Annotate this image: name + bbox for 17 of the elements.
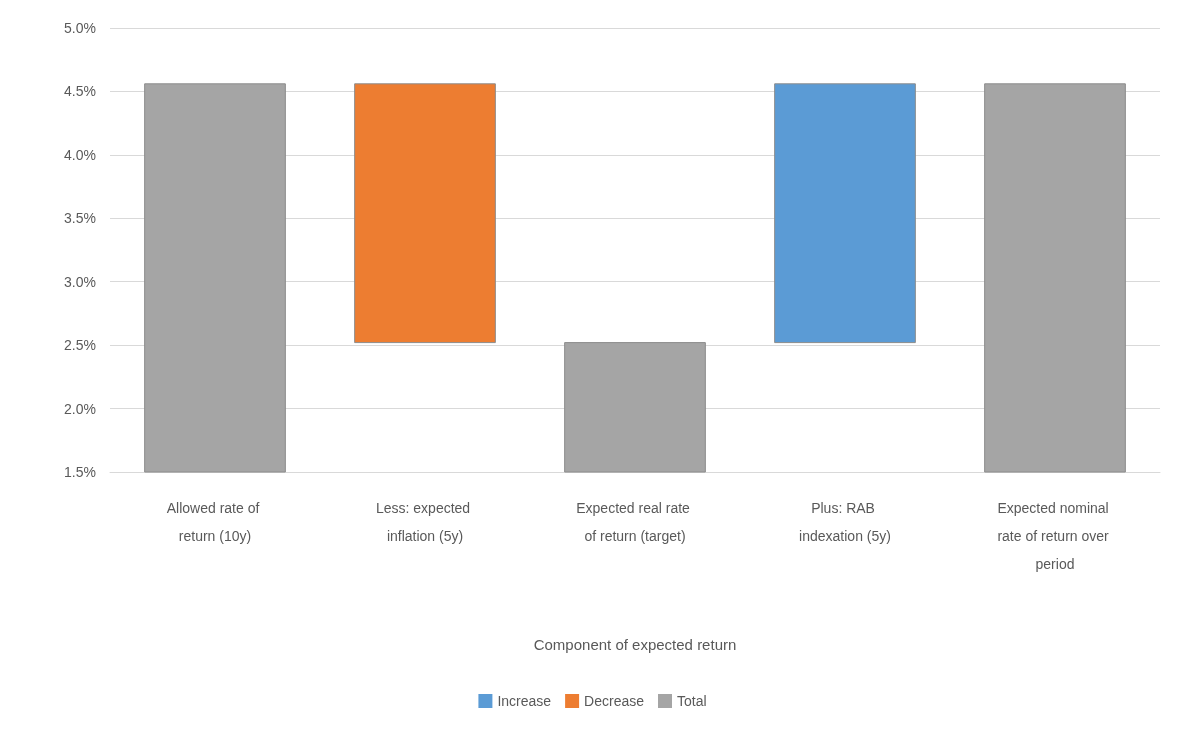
x-tick-label: Expected nominal rate of return over period bbox=[997, 500, 1113, 572]
y-tick-label: 4.5% bbox=[64, 83, 96, 100]
y-tick-label: 1.5% bbox=[64, 464, 96, 480]
legend-label: Increase bbox=[497, 693, 552, 709]
legend-label: Total bbox=[677, 693, 707, 709]
y-tick-label: 3.0% bbox=[64, 273, 96, 290]
y-tick-label: 2.5% bbox=[64, 337, 96, 354]
legend-label: Decrease bbox=[584, 693, 645, 709]
y-tick-label: 2.0% bbox=[64, 400, 96, 417]
y-tick-label: 3.5% bbox=[64, 210, 96, 227]
y-tick-label: 5.0% bbox=[64, 20, 96, 36]
x-tick-label: Expected real rate of return (target) bbox=[576, 500, 694, 544]
x-tick-label: Allowed rate of return (10y) bbox=[166, 500, 264, 544]
x-tick-label: Less: expected inflation (5y) bbox=[375, 500, 475, 544]
x-axis-title: Component of expected return bbox=[533, 636, 737, 653]
x-tick-label: Plus: RAB indexation (5y) bbox=[799, 500, 891, 544]
y-tick-label: 4.0% bbox=[64, 146, 96, 163]
